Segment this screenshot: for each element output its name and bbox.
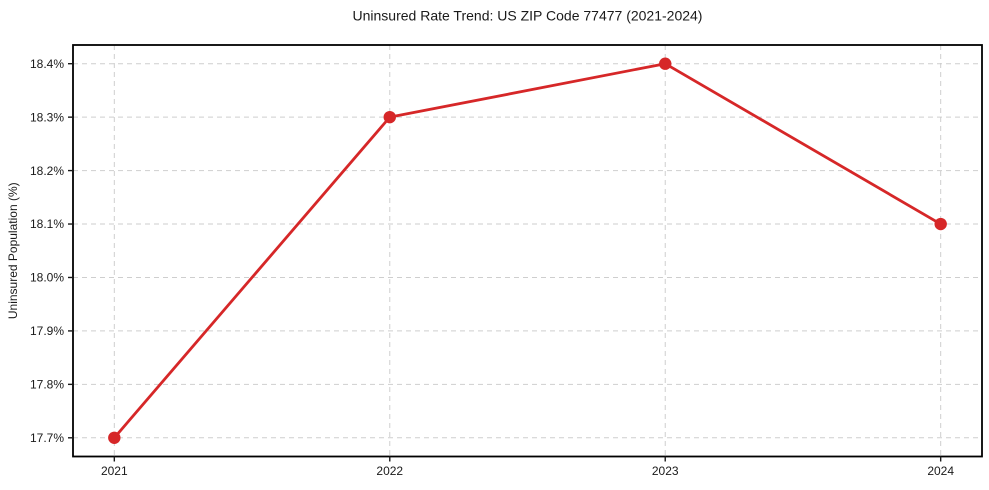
- plot-border: [72, 44, 983, 458]
- data-line: [112, 62, 943, 440]
- x-tick-label: 2023: [652, 464, 679, 478]
- y-tick-label: 18.3%: [30, 110, 64, 124]
- x-tick-label: 2021: [101, 464, 128, 478]
- x-tick-label: 2022: [376, 464, 403, 478]
- y-tick-label: 17.9%: [30, 324, 64, 338]
- data-point-marker: [108, 431, 121, 444]
- data-point-marker: [659, 57, 672, 70]
- y-tick-label: 18.1%: [30, 217, 64, 231]
- chart-title: Uninsured Rate Trend: US ZIP Code 77477 …: [353, 8, 703, 24]
- data-point-marker: [934, 217, 947, 231]
- y-tick-label: 17.7%: [30, 431, 64, 445]
- y-tick-label: 17.8%: [30, 378, 64, 392]
- y-tick-label: 18.4%: [30, 57, 64, 71]
- data-point-marker: [383, 110, 396, 124]
- y-tick-label: 18.2%: [30, 164, 64, 178]
- x-tick-label: 2024: [927, 464, 954, 478]
- y-axis-label: Uninsured Population (%): [6, 182, 20, 319]
- y-tick-label: 18.0%: [30, 271, 64, 285]
